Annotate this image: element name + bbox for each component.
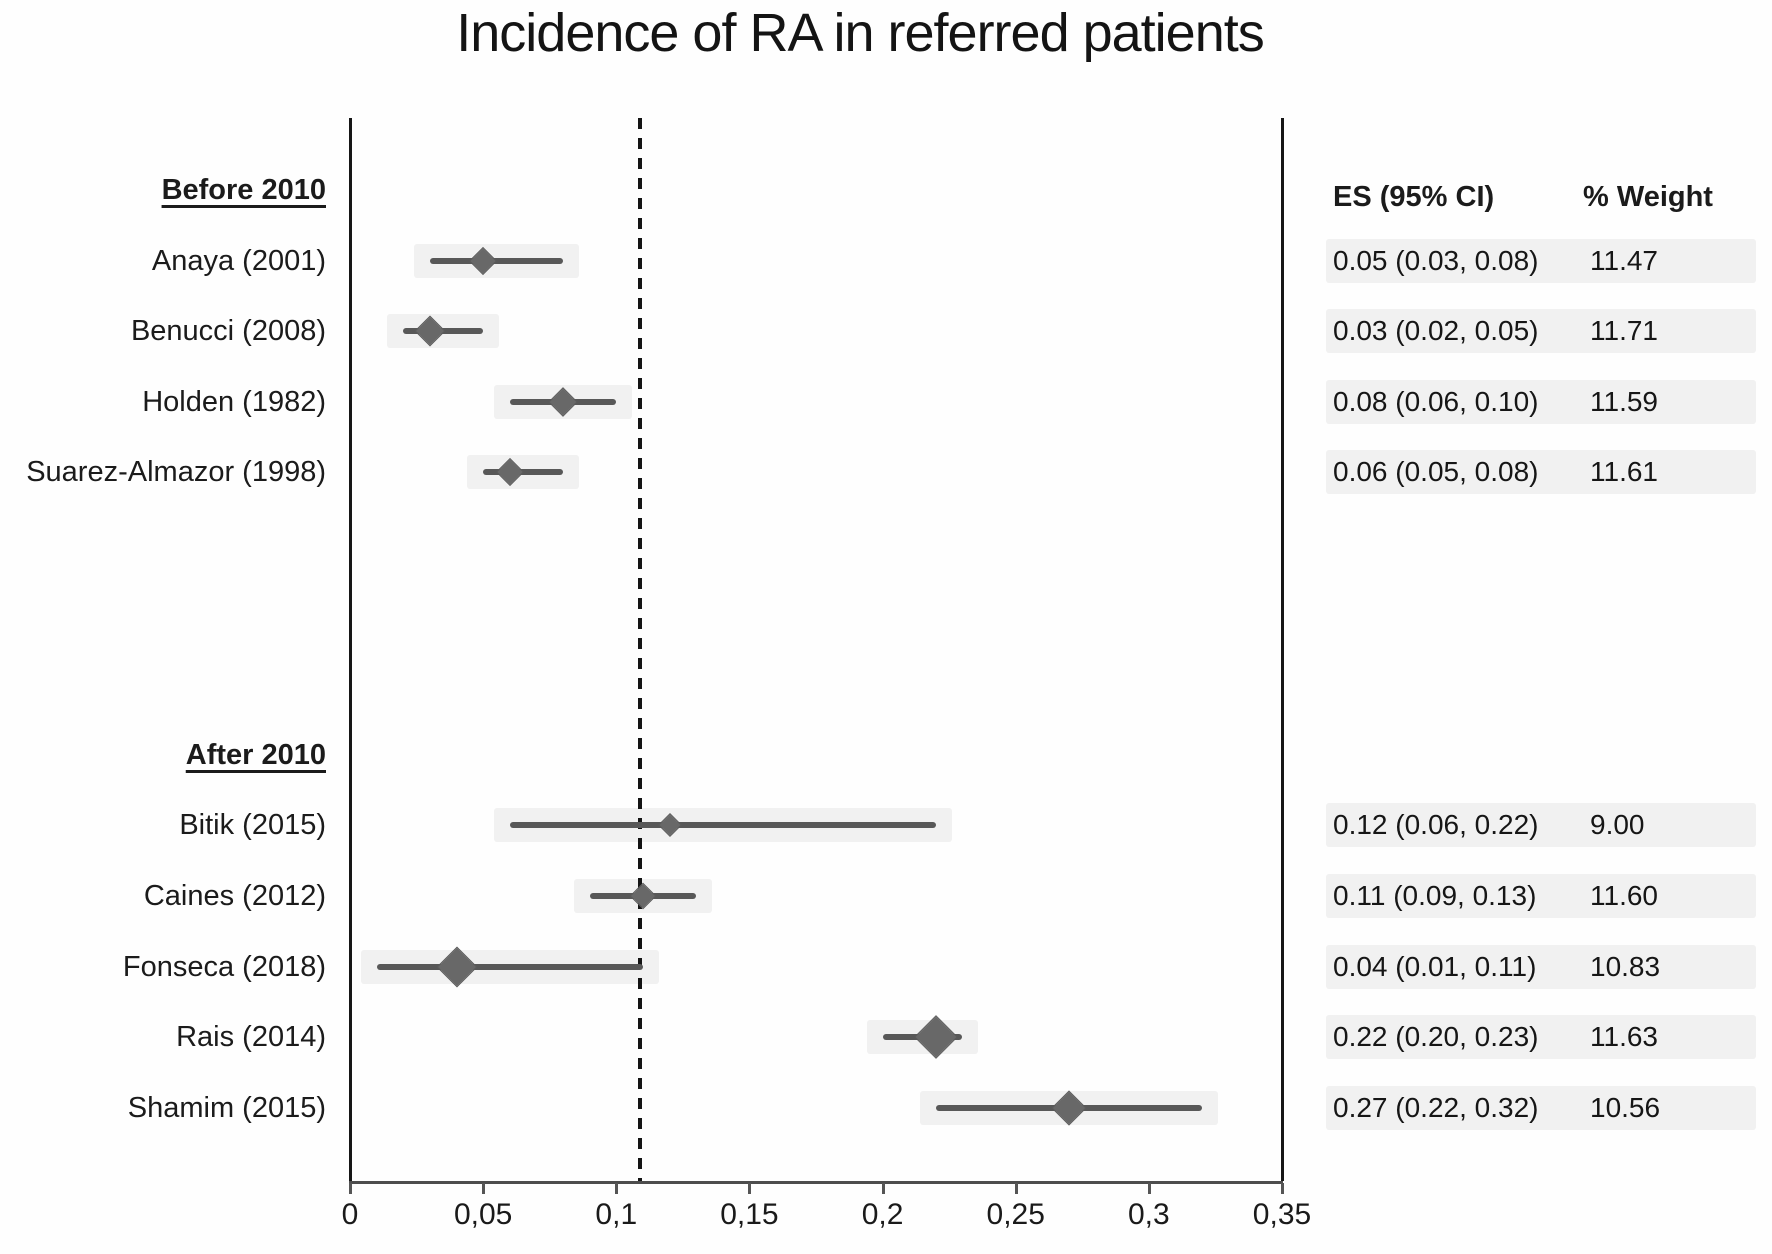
es-value: 0.08 (0.06, 0.10): [1333, 385, 1539, 417]
x-axis-tick: [615, 1183, 619, 1194]
weight-value: 10.83: [1590, 950, 1661, 982]
ci-line: [509, 822, 936, 829]
es-value: 0.03 (0.02, 0.05): [1333, 315, 1539, 347]
x-axis-tick-label: 0,25: [986, 1198, 1045, 1231]
es-value: 0.12 (0.06, 0.22): [1333, 809, 1539, 841]
x-axis-tick: [1014, 1183, 1018, 1194]
row-band: [1326, 309, 1756, 354]
x-axis-tick: [349, 1183, 352, 1194]
ci-line: [376, 963, 643, 970]
es-value: 0.05 (0.03, 0.08): [1333, 244, 1539, 276]
weight-value: 11.63: [1590, 1021, 1658, 1053]
weight-value: 11.47: [1590, 244, 1658, 276]
x-axis-tick-label: 0,3: [1127, 1198, 1170, 1231]
es-value: 0.06 (0.05, 0.08): [1333, 456, 1539, 488]
ci-line: [429, 257, 564, 264]
x-axis-tick-label: 0,2: [861, 1198, 904, 1231]
x-axis-tick: [482, 1183, 486, 1194]
x-axis-tick: [1281, 1183, 1284, 1194]
study-label: Suarez-Almazor (1998): [26, 456, 326, 489]
x-axis-tick-label: 0,1: [595, 1198, 638, 1231]
x-axis-tick-label: 0,35: [1252, 1198, 1312, 1231]
y-axis-line-right: [1281, 118, 1284, 1181]
x-axis-tick-label: 0,05: [453, 1198, 513, 1231]
x-axis-line: [349, 1181, 1283, 1184]
x-axis-tick-label: 0,15: [720, 1198, 779, 1231]
x-axis-tick: [1147, 1183, 1151, 1194]
study-label: Fonseca (2018): [122, 950, 326, 983]
row-band: [1326, 450, 1756, 495]
chart-title: Incidence of RA in referred patients: [456, 3, 1265, 63]
weight-value: 11.60: [1590, 880, 1658, 911]
group-label: After 2010: [185, 738, 326, 771]
study-label: Bitik (2015): [179, 809, 326, 842]
row-band: [1326, 1085, 1756, 1130]
study-label: Holden (1982): [142, 385, 326, 418]
row-band: [1326, 379, 1756, 424]
x-axis-tick-label: 0: [341, 1198, 359, 1231]
es-value: 0.22 (0.20, 0.23): [1333, 1021, 1539, 1053]
ci-line: [483, 469, 564, 476]
es-value: 0.11 (0.09, 0.13): [1333, 880, 1537, 911]
row-band: [1326, 1015, 1756, 1060]
pooled-estimate-line: [638, 118, 643, 1181]
x-axis-tick: [881, 1183, 885, 1194]
y-axis-line-left: [349, 118, 352, 1181]
es-value: 0.04 (0.01, 0.11): [1333, 950, 1537, 982]
row-band: [1326, 874, 1756, 918]
weight-value: 11.71: [1590, 315, 1658, 347]
study-label: Rais (2014): [176, 1021, 326, 1054]
row-band: [1326, 238, 1756, 283]
x-axis-tick: [748, 1183, 752, 1194]
es-column-header: ES (95% CI): [1333, 181, 1495, 213]
es-value: 0.27 (0.22, 0.32): [1333, 1091, 1539, 1123]
weight-value: 11.61: [1590, 456, 1658, 488]
study-label: Shamim (2015): [127, 1091, 326, 1124]
weight-value: 11.59: [1590, 385, 1658, 417]
row-band: [1326, 944, 1756, 989]
study-label: Anaya (2001): [151, 244, 326, 277]
weight-column-header: % Weight: [1583, 181, 1713, 213]
study-label: Caines (2012): [143, 880, 326, 912]
weight-value: 10.56: [1590, 1091, 1661, 1123]
weight-value: 9.00: [1590, 809, 1645, 841]
group-label: Before 2010: [161, 174, 326, 206]
study-label: Benucci (2008): [130, 315, 326, 348]
row-band: [1326, 803, 1756, 848]
